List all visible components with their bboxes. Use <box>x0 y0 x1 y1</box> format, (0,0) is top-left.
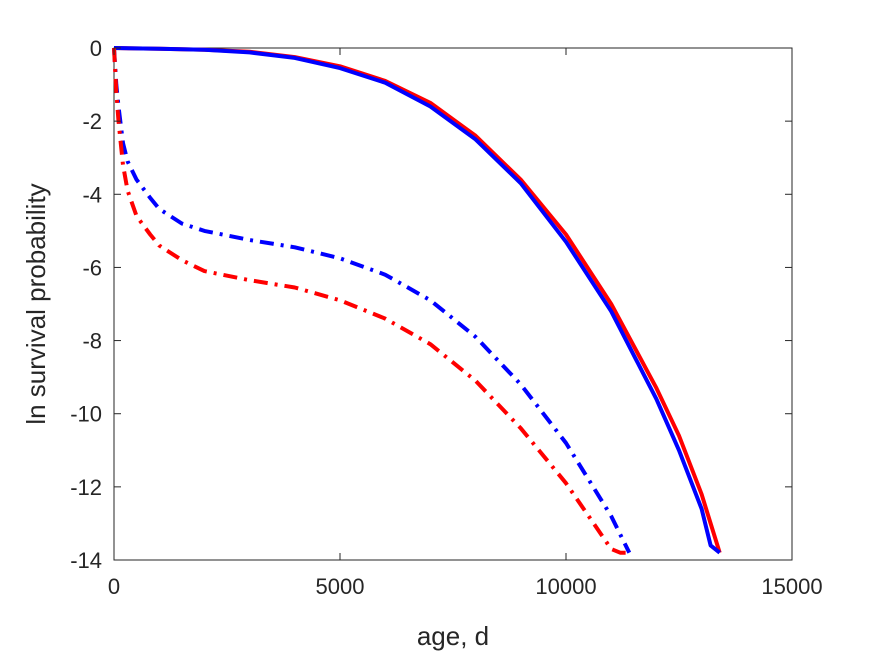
plot-box <box>113 47 793 561</box>
series-line-3 <box>112 47 632 554</box>
y-tick-label: -4 <box>82 182 102 207</box>
x-tick-label: 5000 <box>316 574 365 599</box>
y-tick-label: -2 <box>82 109 102 134</box>
plot-frame <box>113 47 793 561</box>
x-tick-label: 15000 <box>761 574 822 599</box>
series-line-4 <box>112 47 627 555</box>
y-tick-label: -10 <box>70 402 102 427</box>
series-layer <box>112 46 722 555</box>
y-axis-title: ln survival probability <box>21 183 51 424</box>
y-tick-label: -12 <box>70 475 102 500</box>
y-tick-label: 0 <box>90 36 102 61</box>
y-tick-label: -8 <box>82 329 102 354</box>
x-tick-label: 0 <box>108 574 120 599</box>
x-tick-label: 10000 <box>535 574 596 599</box>
tick-layer: 0 5000 10000 15000 -14 -12 -10 -8 -6 -4 -2 0 <box>70 36 822 599</box>
y-tick-label: -6 <box>82 255 102 280</box>
series-line-2 <box>113 46 721 555</box>
x-axis-title: age, d <box>417 621 489 651</box>
y-tick-label: -14 <box>70 548 102 573</box>
